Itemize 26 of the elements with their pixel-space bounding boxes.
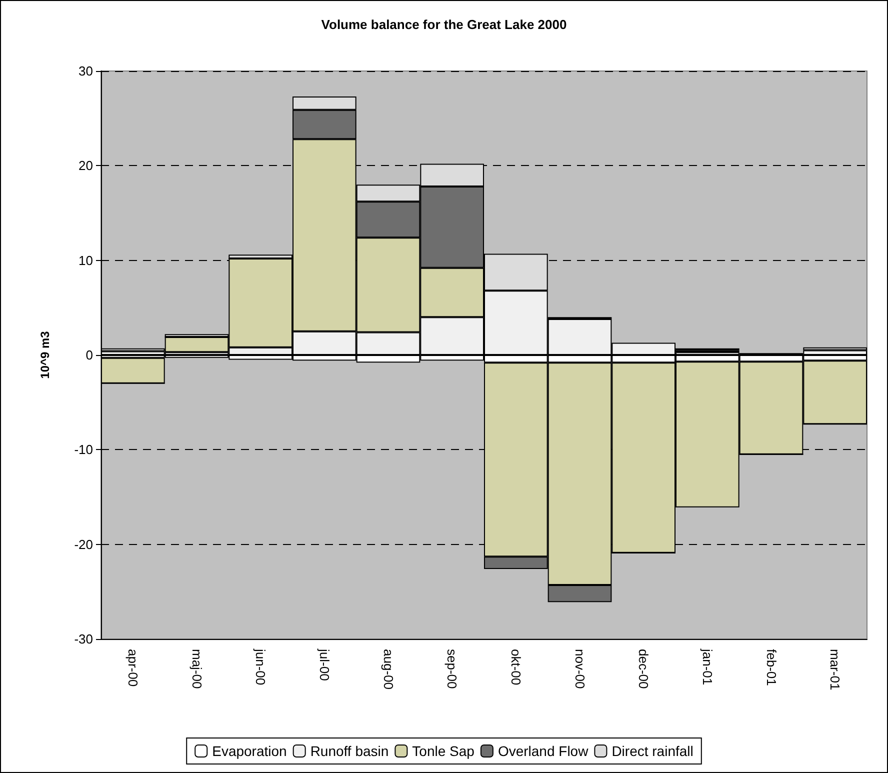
- x-tick-label: nov-00: [572, 649, 588, 689]
- x-tick-label: jul-00: [316, 648, 332, 681]
- y-tick-label: -30: [74, 632, 93, 646]
- y-tick-label: 0: [86, 348, 93, 362]
- x-tick-label: okt-00: [508, 649, 524, 686]
- legend-label: Runoff basin: [310, 743, 389, 759]
- y-tick-label: -20: [74, 536, 93, 552]
- x-tick-label: apr-00: [125, 649, 140, 687]
- chart-title: Volume balance for the Great Lake 2000: [321, 17, 567, 32]
- x-tick-label: aug-00: [380, 649, 396, 690]
- x-tick-label: feb-01: [764, 649, 779, 686]
- x-tick-label: mar-01: [828, 649, 843, 690]
- x-tick-label: dec-00: [636, 649, 652, 689]
- y-tick-label: 10: [78, 252, 93, 268]
- x-tick-label: jan-01: [700, 648, 715, 686]
- y-tick-label: -10: [74, 442, 93, 458]
- x-tick-label: sep-00: [444, 649, 460, 689]
- legend-label: Overland Flow: [498, 743, 590, 759]
- y-axis-title: 10^9 m3: [38, 330, 52, 379]
- legend-label: Direct rainfall: [612, 743, 694, 759]
- y-tick-label: 20: [78, 158, 93, 174]
- y-tick-label: 30: [78, 64, 93, 78]
- x-tick-label: maj-00: [189, 649, 204, 689]
- x-tick-label: jun-00: [253, 648, 268, 686]
- legend-label: Tonle Sap: [412, 743, 475, 759]
- legend-label: Evaporation: [212, 743, 287, 759]
